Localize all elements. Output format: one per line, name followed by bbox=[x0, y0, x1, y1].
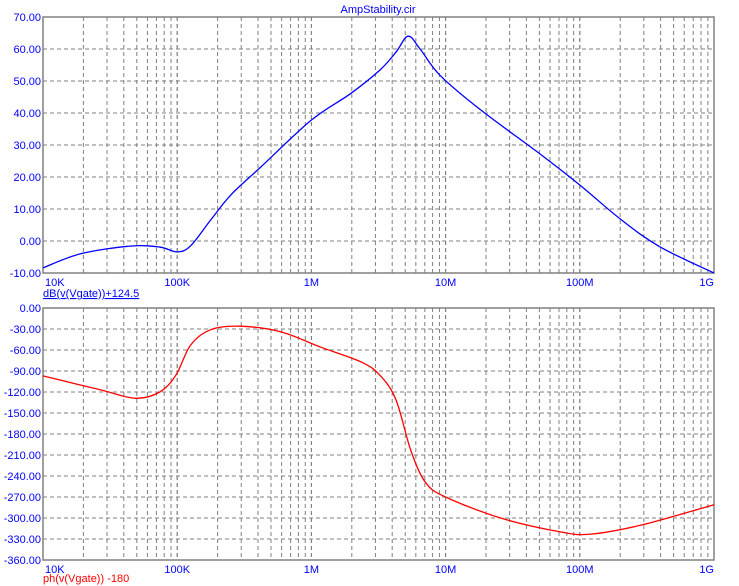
y-tick-label: -270.00 bbox=[4, 492, 41, 504]
x-tick-label: 10K bbox=[45, 277, 65, 289]
x-tick-label: 1M bbox=[304, 564, 319, 576]
y-tick-label: 0.00 bbox=[20, 236, 41, 248]
x-tick-label: 100M bbox=[566, 277, 594, 289]
x-tick-label: 1G bbox=[699, 564, 714, 576]
y-tick-label: -150.00 bbox=[4, 408, 41, 420]
plot-frame bbox=[42, 307, 715, 561]
y-tick-label: -210.00 bbox=[4, 450, 41, 462]
y-tick-label: 30.00 bbox=[13, 140, 41, 152]
y-tick-label: -90.00 bbox=[10, 366, 41, 378]
x-tick-label: 10K bbox=[45, 564, 65, 576]
x-tick-label: 100M bbox=[566, 564, 594, 576]
y-tick-label: 40.00 bbox=[13, 108, 41, 120]
y-tick-label: 20.00 bbox=[13, 172, 41, 184]
y-tick-label: -360.00 bbox=[4, 555, 41, 567]
y-tick-label: 10.00 bbox=[13, 204, 41, 216]
y-tick-label: -60.00 bbox=[10, 345, 41, 357]
x-tick-label: 100K bbox=[164, 564, 190, 576]
chart-title: AmpStability.cir bbox=[341, 4, 416, 16]
y-tick-label: 50.00 bbox=[13, 76, 41, 88]
plot-frame bbox=[42, 16, 715, 274]
y-tick-label: -10.00 bbox=[10, 268, 41, 280]
series-line bbox=[42, 325, 715, 536]
y-tick-label: -120.00 bbox=[4, 387, 41, 399]
y-tick-label: -30.00 bbox=[10, 324, 41, 336]
legend-label: ph(v(Vgate)) -180 bbox=[43, 573, 129, 585]
magnitude-plot: 70.00 60.00 50.00 40.00 30.00 20.00 10.00 0.00 -… bbox=[10, 12, 715, 300]
y-tick-label: -300.00 bbox=[4, 513, 41, 525]
y-tick-label: -180.00 bbox=[4, 429, 41, 441]
x-tick-label: 100K bbox=[164, 277, 190, 289]
y-tick-label: -240.00 bbox=[4, 471, 41, 483]
phase-plot: 0.00 -30.00 -60.00 -90.00 -120.00 -150.00 -180… bbox=[4, 303, 715, 585]
legend-label: dB(v(Vgate))+124.5 bbox=[43, 288, 139, 300]
y-tick-label: -330.00 bbox=[4, 534, 41, 546]
y-tick-label: 60.00 bbox=[13, 44, 41, 56]
x-tick-label: 1G bbox=[699, 277, 714, 289]
x-tick-label: 10M bbox=[435, 277, 456, 289]
y-tick-label: 70.00 bbox=[13, 12, 41, 24]
series-line bbox=[42, 35, 715, 274]
x-tick-label: 1M bbox=[304, 277, 319, 289]
y-tick-label: 0.00 bbox=[20, 303, 41, 315]
x-tick-label: 10M bbox=[435, 564, 456, 576]
